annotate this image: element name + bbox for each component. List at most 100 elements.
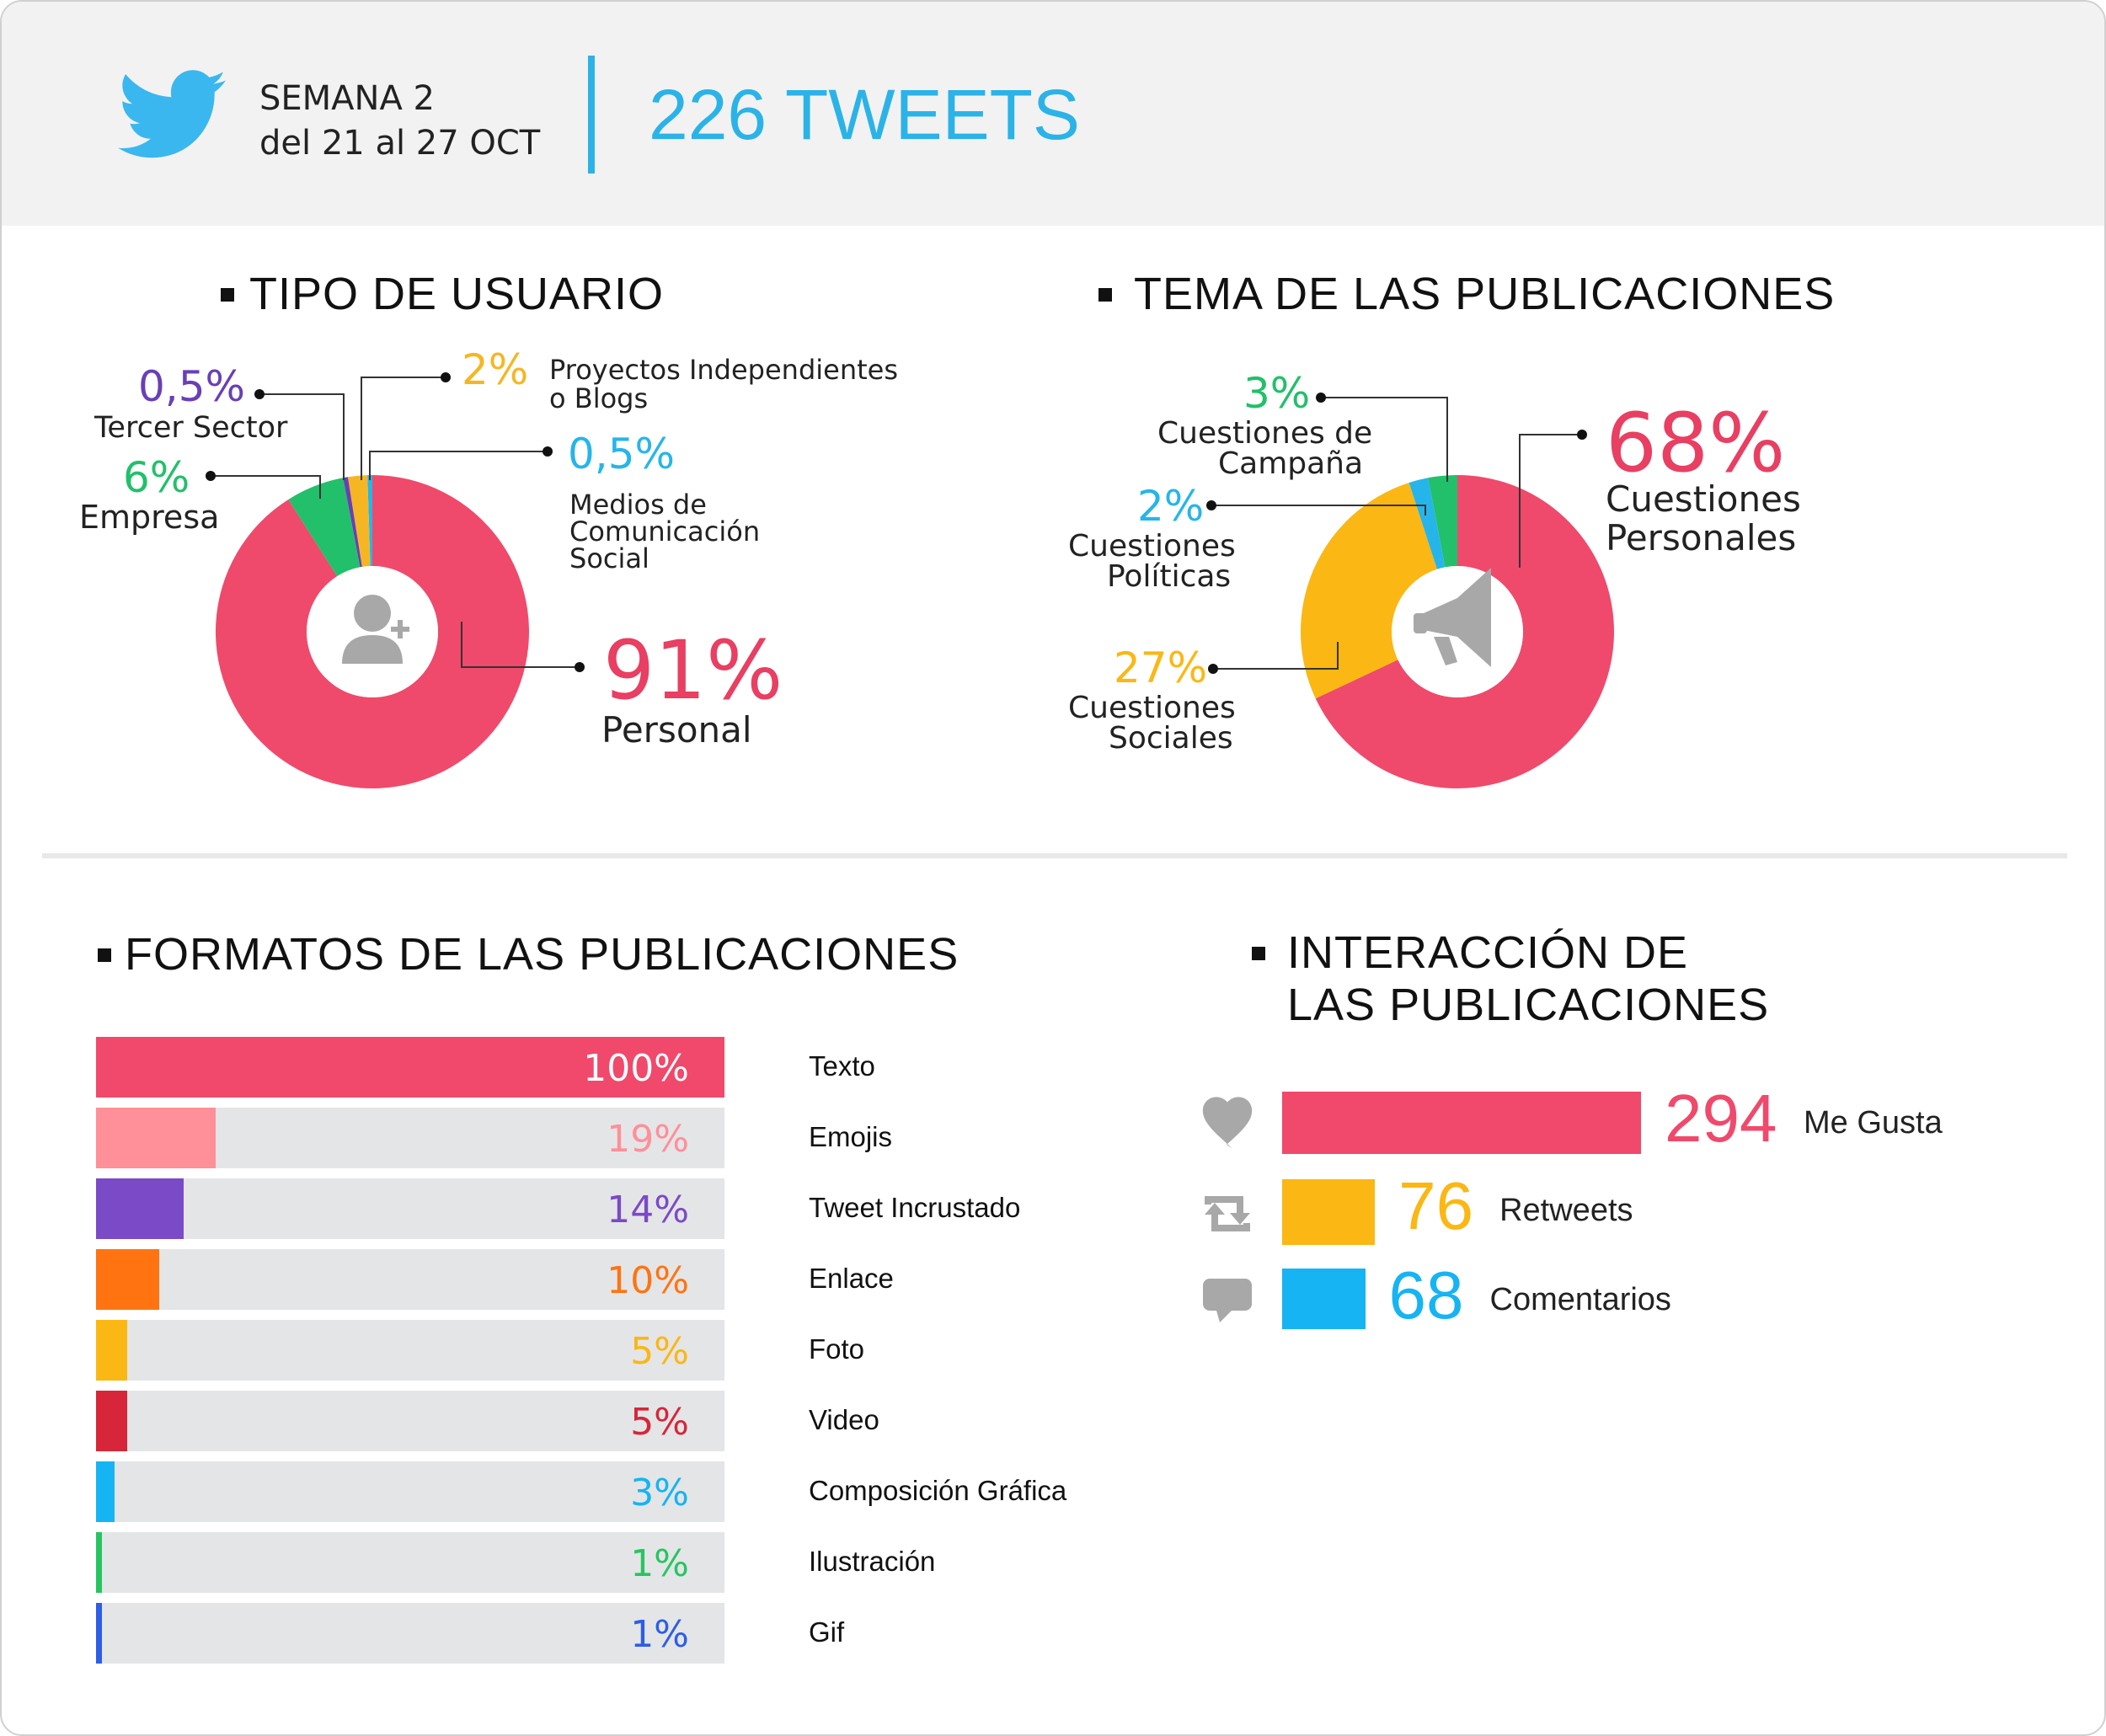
slice-label-medios-1: Medios de	[569, 489, 707, 521]
megaphone-icon	[1414, 568, 1491, 667]
bar-category-label: Tweet Incrustado	[809, 1192, 1021, 1223]
slice-label-medios-2: Comunicación	[569, 515, 761, 548]
slice-label-tercer-sector: Tercer Sector	[94, 411, 288, 445]
bar-category-label: Gif	[809, 1616, 845, 1648]
formats-title: FORMATOS DE LAS PUBLICACIONES	[125, 929, 959, 980]
interaction-bar-retweets	[1282, 1179, 1376, 1245]
slice-label-politicas-2: Políticas	[1107, 559, 1232, 594]
slice-pct-campana: 3%	[1243, 369, 1311, 418]
interaction-title-line2: LAS PUBLICACIONES	[1287, 980, 1770, 1030]
bar-value-label: 100%	[583, 1047, 689, 1090]
slice-pct-empresa: 6%	[123, 453, 190, 502]
donut-slice-medios-de-comunicacion	[367, 475, 372, 567]
slice-label-blogs-2: o Blogs	[549, 382, 649, 414]
heart-icon	[1202, 1097, 1253, 1149]
bar-value-label: 19%	[607, 1118, 689, 1161]
comment-icon	[1203, 1279, 1252, 1322]
bar-value-label: 1%	[630, 1613, 689, 1656]
bar-category-label: Emojis	[809, 1121, 893, 1152]
interaction-label-retweets: Retweets	[1499, 1193, 1633, 1228]
bar-category-label: Video	[809, 1404, 879, 1435]
bullet-square	[1252, 947, 1265, 960]
interaction-value-comentarios: 68	[1388, 1258, 1464, 1333]
bar-tweet-incrustado	[96, 1178, 184, 1239]
bar-track-tweet-incrustado	[96, 1178, 724, 1239]
bar-value-label: 14%	[607, 1188, 689, 1231]
slice-label-campana-1: Cuestiones de	[1157, 416, 1373, 451]
bar-category-label: Foto	[809, 1333, 865, 1365]
bullet-square	[98, 948, 111, 962]
topic-title: TEMA DE LAS PUBLICACIONES	[1134, 269, 1836, 319]
bar-ilustracion	[96, 1532, 103, 1593]
slice-label-personal: Personal	[601, 709, 752, 750]
interaction-label-me-gusta: Me Gusta	[1804, 1105, 1943, 1140]
donut-slice-personal	[216, 475, 530, 788]
interaction-value-retweets: 76	[1398, 1168, 1474, 1243]
retweet-icon	[1205, 1196, 1250, 1231]
bar-track-foto	[96, 1320, 724, 1381]
bar-foto	[96, 1320, 128, 1381]
donut-slice-cuestiones-de-campana	[1428, 475, 1457, 568]
bar-emojis	[96, 1108, 216, 1168]
interaction-title-line1: INTERACCIÓN DE	[1287, 927, 1689, 978]
slice-label-personales-2: Personales	[1606, 517, 1797, 558]
bar-value-label: 5%	[630, 1401, 689, 1444]
section-divider	[42, 853, 2067, 858]
slice-label-blogs-1: Proyectos Independientes	[549, 354, 899, 386]
bar-track-composicion-grafica	[96, 1461, 724, 1522]
twitter-bird-icon	[118, 70, 226, 158]
bullet-square	[1098, 288, 1112, 302]
slice-label-sociales-2: Sociales	[1109, 721, 1233, 756]
interaction-bar-comentarios	[1282, 1269, 1366, 1329]
bar-category-label: Ilustración	[809, 1546, 936, 1577]
bar-track-gif	[96, 1603, 724, 1664]
bar-track-enlace	[96, 1249, 724, 1310]
bar-track-ilustracion	[96, 1532, 724, 1593]
donut-slice-cuestiones-personales	[1315, 475, 1614, 788]
bar-texto	[96, 1037, 724, 1098]
date-range: del 21 al 27 OCT	[259, 124, 541, 163]
slice-label-empresa: Empresa	[79, 499, 220, 536]
bar-value-label: 1%	[630, 1542, 689, 1585]
bar-value-label: 10%	[607, 1259, 689, 1302]
slice-pct-politicas: 2%	[1137, 482, 1205, 531]
header-band: SEMANA 2 del 21 al 27 OCT 226 TWEETS	[2, 2, 2104, 226]
slice-label-sociales-1: Cuestiones	[1068, 691, 1236, 725]
slice-pct-blogs: 2%	[462, 345, 529, 394]
bullet-square	[221, 288, 234, 302]
bar-track-video	[96, 1391, 724, 1451]
slice-pct-tercer-sector: 0,5%	[138, 362, 246, 411]
slice-pct-sociales: 27%	[1114, 644, 1208, 692]
slice-label-medios-3: Social	[569, 542, 649, 574]
tweets-total: 226 TWEETS	[649, 75, 1080, 154]
slice-label-campana-2: Campaña	[1218, 446, 1364, 481]
donut-slice-cuestiones-politicas	[1408, 478, 1446, 569]
interaction-bar-me-gusta	[1282, 1092, 1641, 1154]
bar-category-label: Enlace	[809, 1263, 894, 1294]
bar-video	[96, 1391, 128, 1451]
header-divider	[588, 56, 595, 174]
donut-slice-cuestiones-sociales	[1301, 483, 1437, 699]
slice-pct-personal: 91%	[603, 623, 783, 718]
bar-category-label: Composición Gráfica	[809, 1475, 1067, 1506]
bar-value-label: 3%	[630, 1472, 689, 1514]
interaction-label-comentarios: Comentarios	[1489, 1282, 1671, 1317]
bar-composicion-grafica	[96, 1461, 115, 1522]
donut-slice-empresa	[288, 478, 361, 577]
bar-value-label: 5%	[630, 1330, 689, 1373]
bar-enlace	[96, 1249, 159, 1310]
slice-pct-medios: 0,5%	[568, 430, 676, 478]
user-type-title: TIPO DE USUARIO	[249, 269, 665, 319]
bar-gif	[96, 1603, 103, 1664]
bar-category-label: Texto	[809, 1050, 875, 1082]
slice-label-politicas-1: Cuestiones	[1068, 529, 1236, 564]
donut-slice-proyectos-independientes-o-blogs	[347, 475, 371, 567]
week-label: SEMANA 2	[259, 79, 435, 118]
interaction-value-me-gusta: 294	[1665, 1081, 1777, 1156]
slice-label-personales-1: Cuestiones	[1606, 478, 1801, 520]
add-user-icon	[342, 595, 409, 664]
slice-pct-personales: 68%	[1606, 396, 1786, 490]
